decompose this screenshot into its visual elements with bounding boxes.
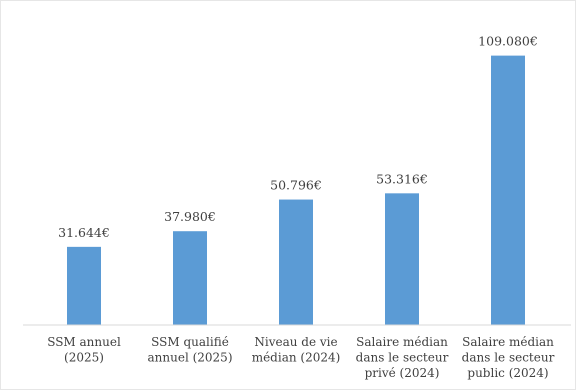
value-label-2: 37.980€ (164, 209, 216, 224)
value-label-1: 31.644€ (58, 225, 110, 240)
value-label-3: 50.796€ (270, 178, 322, 193)
bar-2 (173, 231, 207, 325)
category-label-4: Salaire médian dans le secteur privé (2024… (356, 335, 449, 380)
category-label-1: SSM annuel (2025) (47, 335, 121, 365)
value-label-4: 53.316€ (376, 171, 428, 186)
bar-3 (279, 199, 313, 325)
bars-group (67, 55, 525, 326)
value-label-5: 109.080€ (478, 34, 538, 49)
bar-1 (67, 246, 101, 325)
category-label-5: Salaire médian dans le secteur public (202… (462, 335, 555, 380)
category-label-3: Niveau de vie médian (2024) (252, 335, 341, 365)
bar-5 (491, 55, 525, 326)
value-labels-group: 31.644€ 37.980€ 50.796€ 53.316€ 109.080€ (58, 34, 538, 240)
category-labels-group: SSM annuel (2025) SSM qualifié annuel (2025… (47, 335, 554, 380)
bar-4 (385, 193, 419, 325)
category-label-2: SSM qualifié annuel (2025) (148, 335, 233, 365)
